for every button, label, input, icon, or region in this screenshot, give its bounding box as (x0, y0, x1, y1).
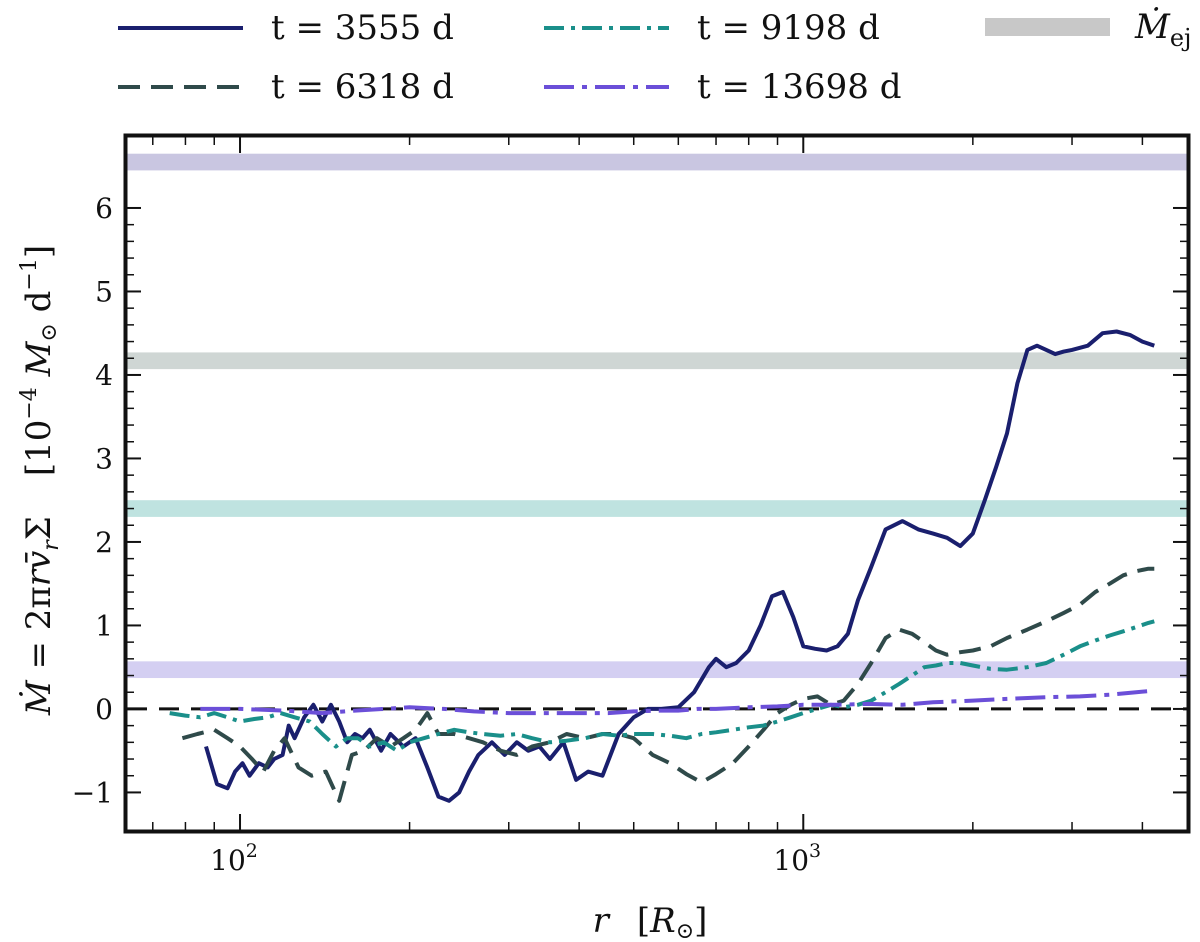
legend-label-3: t = 6318 d (271, 67, 454, 107)
y-axis-label: Ṁ = 2πrv̄rΣ[10−4 M⊙ d−1] (17, 245, 64, 716)
legend: t = 3555 d t = 9198 d Ṁej t = 6318 d t = 136… (118, 7, 1191, 107)
series-line-3 (200, 688, 1155, 716)
x-tick-label: 102 (210, 840, 258, 877)
legend-label-1: t = 9198 d (697, 8, 880, 48)
series-line-2 (169, 619, 1155, 753)
series-group (169, 329, 1155, 803)
legend-label-0: t = 3555 d (271, 8, 454, 48)
y-tick-label: 2 (95, 526, 113, 559)
legend-label-4: t = 13698 d (697, 67, 902, 107)
y-tick-label: −1 (72, 776, 113, 809)
y-tick-label: 1 (95, 609, 113, 642)
y-tick-label: 6 (95, 192, 113, 225)
ejecta-band-0 (127, 153, 1187, 171)
y-tick-label: 5 (95, 275, 113, 308)
y-tick-label: 3 (95, 442, 113, 475)
series-line-1 (181, 566, 1155, 803)
y-tick-label: 0 (95, 693, 113, 726)
svg-text:Ṁ = 2πrv̄rΣ[10−4 M⊙ d−1]: Ṁ = 2πrv̄rΣ[10−4 M⊙ d−1] (17, 245, 64, 716)
ejecta-band-2 (127, 500, 1187, 517)
ejecta-band-3 (127, 661, 1187, 679)
legend-label-band: Ṁej (1134, 7, 1191, 52)
ejecta-band-1 (127, 352, 1187, 370)
y-tick-label: 4 (95, 359, 113, 392)
plot-frame (123, 133, 1191, 834)
legend-swatch-band (985, 18, 1110, 36)
ticks-group: −1 0 1 2 3 4 5 6 102 103 (72, 137, 1187, 877)
x-tick-label: 103 (773, 840, 821, 877)
series-line-0 (204, 329, 1155, 803)
ejecta-bands (127, 153, 1187, 679)
x-axis-label: r [R⊙] (593, 901, 708, 942)
